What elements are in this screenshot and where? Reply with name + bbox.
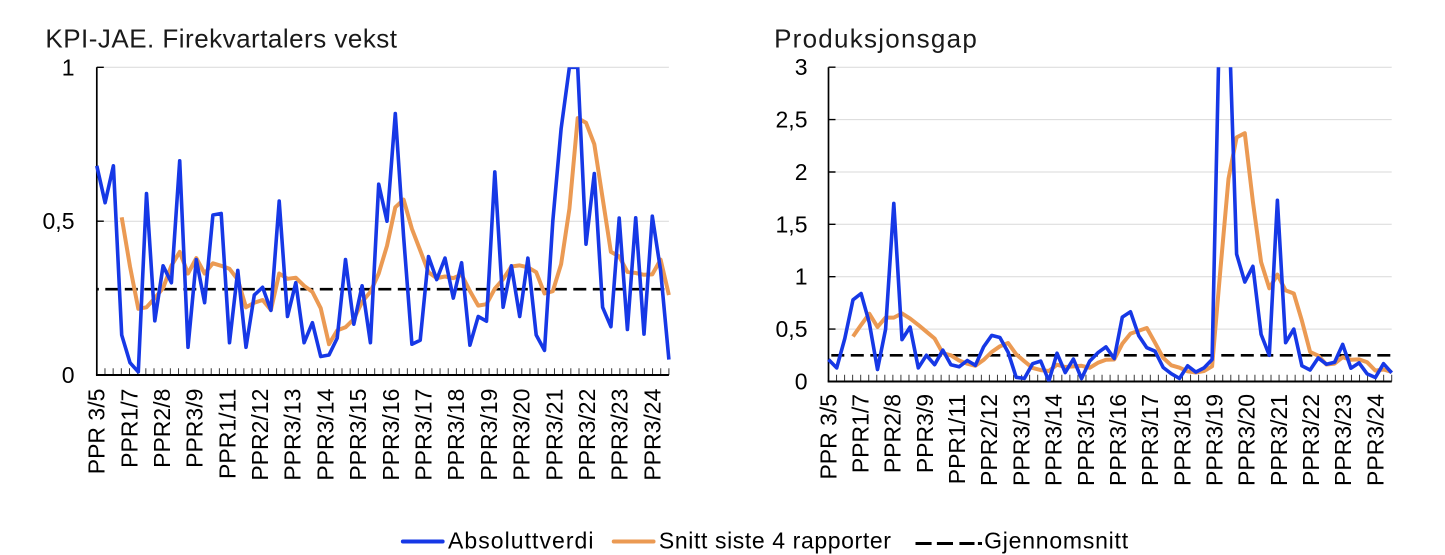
svg-text:PPR3/24: PPR3/24	[639, 388, 665, 480]
svg-text:PPR3/22: PPR3/22	[1298, 394, 1324, 486]
svg-text:0,5: 0,5	[43, 208, 75, 234]
svg-text:PPR3/21: PPR3/21	[1266, 394, 1292, 486]
svg-text:PPR3/20: PPR3/20	[1234, 394, 1260, 486]
svg-text:PPR3/14: PPR3/14	[1041, 394, 1067, 486]
svg-text:2,5: 2,5	[776, 107, 808, 133]
svg-text:PPR3/14: PPR3/14	[312, 388, 338, 480]
svg-text:PPR3/19: PPR3/19	[1202, 394, 1228, 486]
svg-text:PPR3/18: PPR3/18	[443, 389, 469, 481]
svg-text:PPR1/11: PPR1/11	[214, 389, 240, 479]
svg-text:PPR1/7: PPR1/7	[116, 389, 142, 468]
svg-text:PPR3/18: PPR3/18	[1169, 394, 1195, 486]
svg-text:PPR3/23: PPR3/23	[607, 389, 633, 481]
svg-text:PPR3/22: PPR3/22	[574, 389, 600, 481]
svg-text:PPR2/12: PPR2/12	[976, 394, 1002, 486]
svg-text:0,5: 0,5	[776, 316, 808, 342]
svg-text:Snitt siste 4 rapporter: Snitt siste 4 rapporter	[659, 528, 891, 554]
svg-text:PPR 3/5: PPR 3/5	[815, 394, 841, 480]
svg-text:0: 0	[795, 369, 808, 395]
svg-text:PPR2/8: PPR2/8	[149, 389, 175, 468]
svg-text:PPR3/15: PPR3/15	[345, 389, 371, 481]
svg-text:PPR2/8: PPR2/8	[880, 394, 906, 473]
svg-text:PPR2/12: PPR2/12	[247, 389, 273, 481]
svg-text:PPR3/16: PPR3/16	[1105, 394, 1131, 486]
svg-text:PPR3/24: PPR3/24	[1362, 394, 1388, 486]
svg-text:PPR3/13: PPR3/13	[280, 389, 306, 481]
svg-text:Absoluttverdi: Absoluttverdi	[448, 528, 594, 554]
svg-text:PPR3/9: PPR3/9	[912, 394, 938, 473]
svg-text:PPR1/7: PPR1/7	[848, 394, 874, 473]
svg-text:1,5: 1,5	[776, 211, 808, 237]
svg-text:0: 0	[62, 362, 75, 388]
svg-text:2: 2	[795, 159, 808, 185]
svg-text:PPR3/9: PPR3/9	[182, 389, 208, 468]
svg-text:PPR 3/5: PPR 3/5	[84, 389, 110, 475]
svg-text:PPR3/20: PPR3/20	[509, 389, 535, 481]
svg-text:PPR3/13: PPR3/13	[1008, 394, 1034, 486]
svg-text:3: 3	[795, 54, 808, 80]
svg-text:PPR3/17: PPR3/17	[411, 389, 437, 481]
svg-text:PPR3/16: PPR3/16	[378, 389, 404, 481]
svg-text:PPR3/15: PPR3/15	[1073, 394, 1099, 486]
svg-text:PPR3/23: PPR3/23	[1330, 394, 1356, 486]
svg-text:1: 1	[62, 54, 75, 80]
svg-text:Produksjonsgap: Produksjonsgap	[774, 23, 977, 53]
svg-text:PPR1/11: PPR1/11	[944, 394, 970, 484]
svg-text:PPR3/17: PPR3/17	[1137, 394, 1163, 486]
svg-text:Gjennomsnitt: Gjennomsnitt	[984, 528, 1129, 554]
svg-text:1: 1	[795, 264, 808, 290]
svg-text:KPI-JAE. Firekvartalers vekst: KPI-JAE. Firekvartalers vekst	[45, 23, 397, 53]
svg-text:PPR3/19: PPR3/19	[476, 389, 502, 481]
svg-text:PPR3/21: PPR3/21	[541, 389, 567, 481]
